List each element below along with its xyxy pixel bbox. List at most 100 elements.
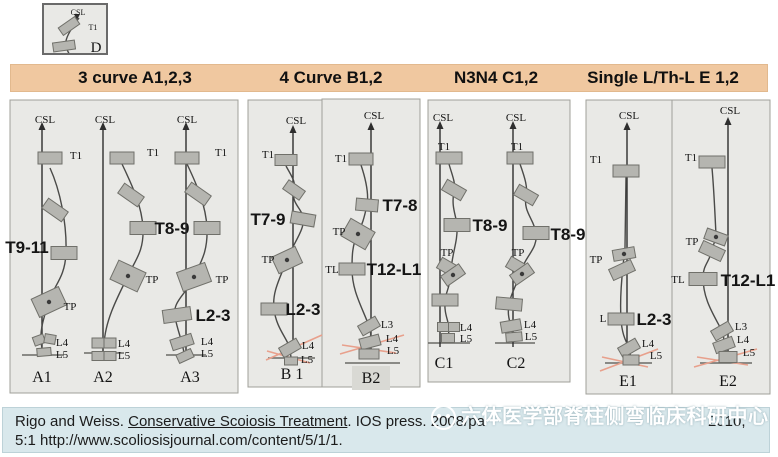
watermark-text: 六体医学部脊柱侧弯临床科研中心	[461, 406, 769, 428]
vertebra-block	[697, 239, 727, 263]
vertebra-block	[616, 337, 642, 359]
vertebra-dot	[519, 271, 525, 277]
label-l4: L4	[460, 322, 473, 334]
label-csl: CSL	[506, 112, 526, 124]
vertebra-block	[356, 315, 382, 337]
citation-line2: 5:1 http://www.scoliosisjournal.com/cont…	[15, 432, 343, 449]
vertebra-block	[698, 155, 726, 169]
label-l2-3: L2-3	[637, 310, 672, 329]
vertebra-block	[184, 181, 212, 207]
csl-arrowhead-icon	[367, 122, 375, 130]
vertebra-block	[607, 258, 637, 282]
label-l4: L4	[201, 336, 214, 348]
label-t1: T1	[215, 147, 227, 159]
label-tl: TL	[671, 274, 685, 286]
panel-box-a	[9, 99, 239, 394]
vertebra-dot	[355, 231, 361, 237]
vertebra-block	[499, 318, 523, 334]
vertebra-block	[174, 151, 200, 165]
csl-arrowhead-icon	[436, 121, 444, 129]
vertebra-dot	[284, 257, 290, 263]
header-label-single-l-th-l-e-1-2: Single L/Th-L E 1,2	[587, 68, 739, 87]
vertebra-block	[277, 337, 303, 359]
vertebra-block	[103, 351, 117, 361]
label-t1: T1	[262, 149, 274, 161]
label-t1: T1	[438, 141, 450, 153]
label-csl: CSL	[720, 105, 740, 117]
vertebra-block	[169, 332, 195, 352]
vertebra-block	[109, 151, 135, 165]
panel-box-b1	[247, 99, 323, 388]
citation-box: Rigo and Weiss. Conservative Scoiosis Tr…	[2, 405, 770, 453]
vertebra-block	[441, 333, 455, 343]
label-t9-11: T9-11	[5, 238, 48, 257]
vertebra-block	[512, 183, 540, 207]
csl-arrowhead-icon	[623, 122, 631, 130]
vertebra-block	[91, 337, 105, 349]
vertebra-block	[448, 322, 460, 332]
vertebra-block	[117, 182, 145, 208]
label-t8-9: T8-9	[473, 216, 508, 235]
vertebra-block	[260, 302, 288, 316]
vertebra-dot	[621, 251, 627, 257]
citation-title: Conservative Scoiosis Treatment	[128, 413, 348, 430]
inset-arrow-icon	[74, 14, 80, 20]
spine-curve	[40, 167, 67, 356]
label-l5: L5	[387, 345, 400, 357]
header-label-3-curve-a1-2-3: 3 curve A1,2,3	[78, 68, 192, 87]
csl-arrowhead-icon	[182, 122, 190, 130]
vertebra-block	[348, 152, 374, 166]
spine-b-1: CSL T1 T7-9 TP L2-3 L4 L5B 1	[251, 115, 323, 383]
classification-diagram: CSLT1T9-11TPL4L5A1CSLT1T8-9TPL4L5A2CSLT1…	[5, 98, 776, 395]
label-t12-l1: T12-L1	[721, 271, 776, 290]
vertebra-block	[284, 356, 298, 366]
label-t12-l1: T12-L1	[367, 260, 422, 279]
vertebra-block	[612, 164, 640, 178]
vertebra-block	[443, 218, 471, 232]
label-l4: L4	[524, 319, 537, 331]
label-tl: TL	[325, 264, 339, 276]
vertebra-block	[175, 347, 195, 365]
label-l4: L4	[118, 338, 131, 350]
inset-label-t1: T1	[89, 23, 98, 32]
csl-arrowhead-icon	[509, 121, 517, 129]
label-l4: L4	[302, 340, 315, 352]
vertebra-block	[103, 337, 117, 349]
label-csl: CSL	[619, 110, 639, 122]
label-tp: TP	[441, 247, 454, 259]
vertebra-block	[431, 293, 459, 307]
header-label-4-curve-b1-2: 4 Curve B1,2	[279, 68, 383, 87]
spine-name-e1: E1	[619, 373, 637, 390]
label-l3: L3	[735, 321, 748, 333]
label-l5: L5	[525, 331, 538, 343]
label-l5: L5	[650, 350, 663, 362]
vertebra-block	[622, 354, 640, 366]
label-tp: TP	[590, 254, 603, 266]
label-tp: TP	[686, 236, 699, 248]
inset-label-d: D	[91, 40, 102, 53]
label-l4: L4	[386, 333, 399, 345]
vertebra-block	[51, 39, 77, 53]
vertebra-block	[505, 331, 523, 343]
spine-name-e2: E2	[719, 373, 737, 390]
csl-arrowhead-icon	[38, 122, 46, 130]
label-csl: CSL	[95, 114, 115, 126]
vertebra-block	[435, 151, 463, 165]
label-l5: L5	[201, 348, 214, 360]
vertebra-block	[522, 226, 550, 240]
label-csl: CSL	[433, 112, 453, 124]
vertebra-block	[37, 151, 63, 165]
vertebra-block	[43, 333, 57, 345]
label-t8-9: T8-9	[155, 219, 190, 238]
vertebra-dot	[450, 272, 456, 278]
watermark-logo-icon	[431, 405, 456, 430]
vertebra-block	[338, 262, 366, 276]
spine-name-a1: A1	[32, 369, 52, 386]
label-l2-3: L2-3	[286, 300, 321, 319]
label-t1: T1	[70, 150, 82, 162]
vertebra-block	[718, 351, 738, 363]
vertebra-block	[354, 197, 380, 213]
